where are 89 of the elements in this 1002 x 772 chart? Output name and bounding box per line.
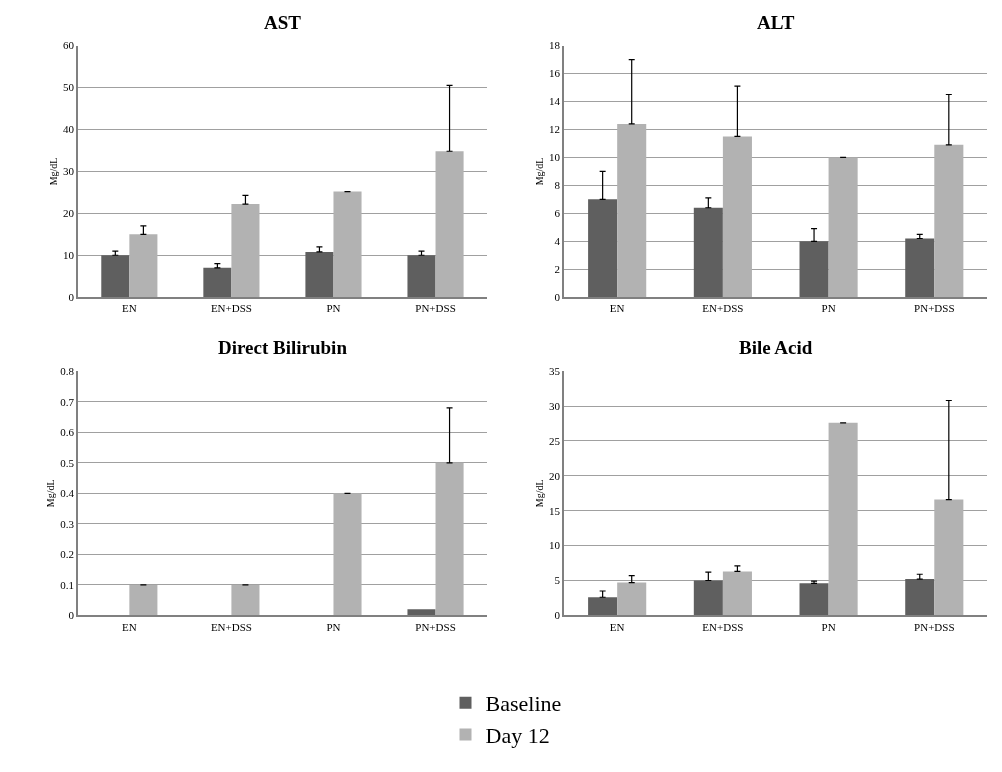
bar	[617, 123, 647, 298]
bar	[129, 234, 158, 298]
x-tick-label: PN	[821, 302, 836, 315]
bar	[407, 255, 436, 298]
y-tick-label: 40	[63, 123, 75, 136]
y-tick-label: 25	[549, 434, 561, 447]
y-tick-label: 10	[63, 249, 75, 262]
y-tick-label: 30	[549, 399, 561, 412]
chart-title: Direct Bilirubin	[218, 337, 348, 358]
y-tick-label: 2	[554, 263, 561, 276]
bar	[934, 499, 964, 616]
bar	[435, 151, 464, 298]
bar	[934, 144, 964, 298]
bar	[693, 580, 723, 616]
bar	[231, 584, 260, 616]
bar	[693, 207, 723, 298]
x-tick-label: PN	[326, 620, 341, 633]
x-tick-label: PN+DSS	[415, 302, 456, 315]
y-tick-label: 16	[549, 67, 561, 80]
y-tick-label: 0.6	[60, 426, 75, 439]
legend-label: Day 12	[485, 722, 550, 748]
bar	[435, 462, 464, 616]
x-tick-label: PN+DSS	[914, 302, 955, 315]
y-tick-label: 5	[554, 574, 561, 587]
chart-title: Bile Acid	[739, 337, 813, 358]
y-tick-label: 0	[554, 291, 561, 304]
x-tick-label: EN	[122, 302, 137, 315]
bar	[799, 241, 829, 298]
x-tick-label: PN+DSS	[415, 620, 456, 633]
y-tick-label: 0.4	[60, 487, 75, 500]
bar	[722, 571, 752, 616]
y-tick-label: 10	[549, 539, 561, 552]
y-tick-label: 0	[68, 291, 75, 304]
y-tick-label: 0	[68, 609, 75, 622]
x-tick-label: EN+DSS	[702, 620, 744, 633]
x-tick-label: PN	[326, 302, 341, 315]
x-tick-label: EN+DSS	[702, 302, 744, 315]
y-tick-label: 0.8	[60, 365, 75, 378]
y-tick-label: 10	[549, 151, 561, 164]
bar	[333, 493, 362, 616]
chart-title: ALT	[757, 12, 795, 33]
y-tick-label: 12	[549, 123, 561, 136]
legend-label: Baseline	[485, 691, 562, 717]
bar	[407, 609, 436, 616]
y-tick-label: 35	[549, 365, 561, 378]
bar	[588, 597, 618, 616]
y-tick-label: 0.1	[60, 578, 75, 591]
x-tick-label: EN	[609, 302, 625, 315]
bar	[828, 422, 858, 616]
x-tick-label: EN	[122, 620, 137, 633]
y-tick-label: 20	[63, 207, 75, 220]
y-tick-label: 50	[63, 81, 75, 94]
y-tick-label: 18	[549, 39, 561, 52]
y-tick-label: 4	[554, 235, 561, 248]
bar	[101, 255, 130, 298]
x-tick-label: PN+DSS	[914, 620, 955, 633]
bar	[588, 199, 618, 298]
y-axis-title: Mg/dL	[533, 479, 545, 508]
y-tick-label: 6	[554, 207, 561, 220]
y-tick-label: 0.7	[60, 395, 75, 408]
bar	[333, 191, 362, 298]
bar	[799, 583, 829, 616]
y-tick-label: 0.3	[60, 517, 75, 530]
bar	[722, 136, 752, 298]
x-tick-label: EN+DSS	[210, 620, 252, 633]
y-tick-label: 8	[554, 179, 561, 192]
bar	[129, 584, 158, 616]
y-tick-label: 20	[549, 469, 561, 482]
bar	[305, 251, 334, 298]
y-axis-title: Mg/dL	[47, 157, 59, 186]
y-tick-label: 30	[63, 165, 75, 178]
bar	[203, 267, 232, 298]
chart-title: AST	[264, 12, 302, 33]
bar	[828, 157, 858, 298]
x-tick-label: PN	[821, 620, 836, 633]
y-tick-label: 14	[549, 95, 561, 108]
x-tick-label: EN+DSS	[210, 302, 252, 315]
y-tick-label: 60	[63, 39, 75, 52]
x-tick-label: EN	[609, 620, 625, 633]
y-axis-title: Mg/dL	[533, 157, 545, 186]
y-axis-title: Mg/dL	[44, 479, 56, 508]
y-tick-label: 0.5	[60, 456, 75, 469]
bar	[905, 238, 935, 298]
bar	[905, 579, 935, 616]
y-tick-label: 15	[549, 504, 561, 517]
bar	[231, 204, 260, 298]
bar	[617, 582, 647, 616]
y-tick-label: 0.2	[60, 548, 75, 561]
y-tick-label: 0	[554, 609, 561, 622]
